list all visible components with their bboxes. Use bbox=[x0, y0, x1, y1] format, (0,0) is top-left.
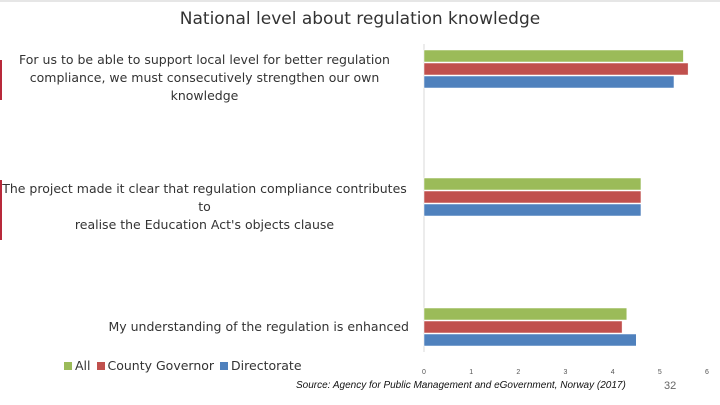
left-accent-bar bbox=[0, 180, 2, 240]
chart-legend: All County Governor Directorate bbox=[64, 358, 304, 373]
bar-directorate-cat3 bbox=[423, 333, 637, 347]
legend-swatch-all bbox=[64, 361, 72, 370]
legend-item-county-governor: County Governor bbox=[96, 358, 215, 373]
bar-county-governor-cat3 bbox=[423, 320, 623, 334]
legend-swatch-directorate bbox=[220, 361, 229, 370]
legend-label-all: All bbox=[75, 358, 91, 373]
legend-item-directorate: Directorate bbox=[220, 358, 302, 373]
title-rule bbox=[0, 0, 720, 2]
x-tick-label: 4 bbox=[611, 369, 615, 376]
x-tick-label: 5 bbox=[658, 369, 662, 376]
x-tick-label: 1 bbox=[469, 369, 473, 376]
bar-directorate-cat2 bbox=[423, 203, 642, 217]
category-label-line: realise the Education Act's objects clau… bbox=[74, 217, 335, 232]
legend-label-directorate: Directorate bbox=[231, 358, 302, 373]
category-label-line: For us to be able to support local level… bbox=[19, 52, 390, 67]
page-number: 32 bbox=[664, 380, 677, 392]
x-tick-label: 0 bbox=[422, 369, 426, 376]
legend-item-all: All bbox=[64, 358, 91, 373]
bar-all-cat1 bbox=[423, 49, 684, 63]
category-label-1: For us to be able to support local level… bbox=[0, 51, 409, 105]
x-tick-label: 3 bbox=[564, 369, 568, 376]
category-label-3: My understanding of the regulation is en… bbox=[108, 318, 409, 336]
category-label-line: My understanding of the regulation is en… bbox=[108, 319, 409, 334]
bar-county-governor-cat2 bbox=[423, 190, 642, 204]
bar-all-cat3 bbox=[423, 307, 628, 321]
category-label-line: The project made it clear that regulatio… bbox=[2, 181, 407, 214]
bar-all-cat2 bbox=[423, 177, 642, 191]
category-label-line: compliance, we must consecutively streng… bbox=[29, 70, 380, 103]
legend-swatch-county-governor bbox=[96, 361, 105, 370]
legend-label-county-governor: County Governor bbox=[107, 358, 215, 373]
source-note: Source: Agency for Public Management and… bbox=[296, 380, 626, 391]
bar-directorate-cat1 bbox=[423, 75, 675, 89]
left-accent-bar bbox=[0, 60, 2, 100]
bar-county-governor-cat1 bbox=[423, 62, 689, 76]
category-label-2: The project made it clear that regulatio… bbox=[0, 180, 409, 234]
x-tick-label: 6 bbox=[705, 369, 709, 376]
slide-title: National level about regulation knowledg… bbox=[179, 9, 541, 29]
x-tick-label: 2 bbox=[516, 369, 520, 376]
